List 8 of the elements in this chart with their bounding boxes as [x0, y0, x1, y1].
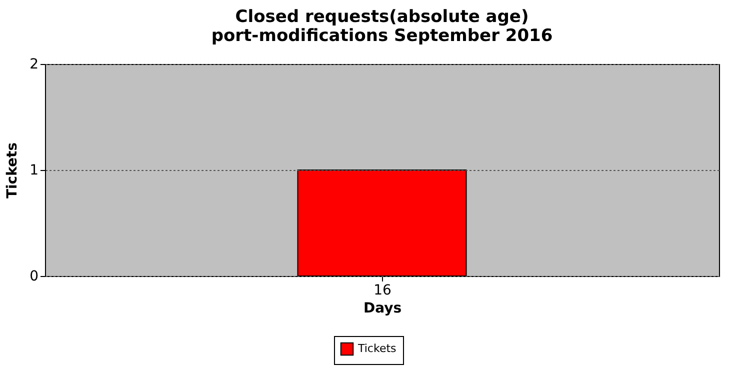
y-tick-label: 0: [30, 268, 38, 284]
y-tick-label: 2: [30, 56, 38, 72]
x-tick-label: 16: [374, 282, 392, 298]
x-axis-title: Days: [363, 300, 402, 316]
y-axis-title: Tickets: [4, 142, 21, 199]
chart-title: Closed requests(absolute age) port-modifications September 2016: [211, 7, 553, 46]
legend-label: Tickets: [357, 342, 397, 355]
y-tick-label: 1: [30, 162, 38, 178]
